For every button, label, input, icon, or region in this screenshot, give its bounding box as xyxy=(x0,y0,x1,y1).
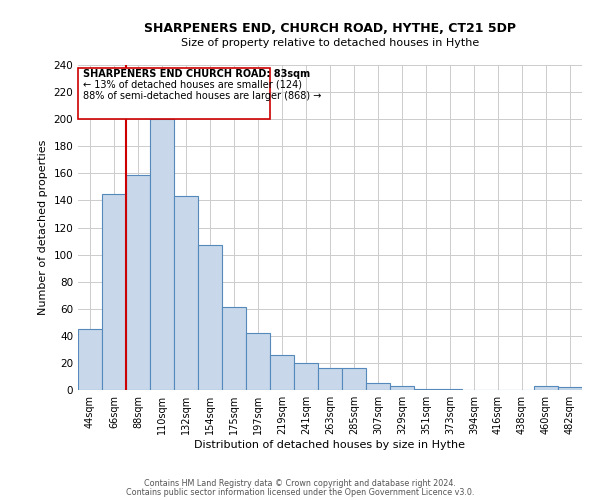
Bar xyxy=(246,333,270,390)
Bar xyxy=(342,368,366,390)
Text: 88% of semi-detached houses are larger (868) →: 88% of semi-detached houses are larger (… xyxy=(83,90,321,101)
Text: Size of property relative to detached houses in Hythe: Size of property relative to detached ho… xyxy=(181,38,479,48)
Text: Contains HM Land Registry data © Crown copyright and database right 2024.: Contains HM Land Registry data © Crown c… xyxy=(144,478,456,488)
Bar xyxy=(318,368,342,390)
Bar xyxy=(126,174,150,390)
Text: SHARPENERS END CHURCH ROAD: 83sqm: SHARPENERS END CHURCH ROAD: 83sqm xyxy=(83,69,310,79)
Bar xyxy=(414,388,438,390)
Bar xyxy=(198,245,222,390)
Bar xyxy=(78,68,270,119)
Bar xyxy=(102,194,126,390)
Text: Contains public sector information licensed under the Open Government Licence v3: Contains public sector information licen… xyxy=(126,488,474,497)
Bar xyxy=(366,383,390,390)
Bar xyxy=(270,355,294,390)
Bar xyxy=(174,196,198,390)
Bar xyxy=(534,386,558,390)
Text: SHARPENERS END, CHURCH ROAD, HYTHE, CT21 5DP: SHARPENERS END, CHURCH ROAD, HYTHE, CT21… xyxy=(144,22,516,36)
X-axis label: Distribution of detached houses by size in Hythe: Distribution of detached houses by size … xyxy=(194,440,466,450)
Bar xyxy=(558,388,582,390)
Bar xyxy=(150,119,174,390)
Y-axis label: Number of detached properties: Number of detached properties xyxy=(38,140,48,315)
Bar xyxy=(390,386,414,390)
Bar xyxy=(222,308,246,390)
Text: ← 13% of detached houses are smaller (124): ← 13% of detached houses are smaller (12… xyxy=(83,80,302,90)
Bar xyxy=(78,329,102,390)
Bar xyxy=(294,363,318,390)
Bar xyxy=(438,388,462,390)
